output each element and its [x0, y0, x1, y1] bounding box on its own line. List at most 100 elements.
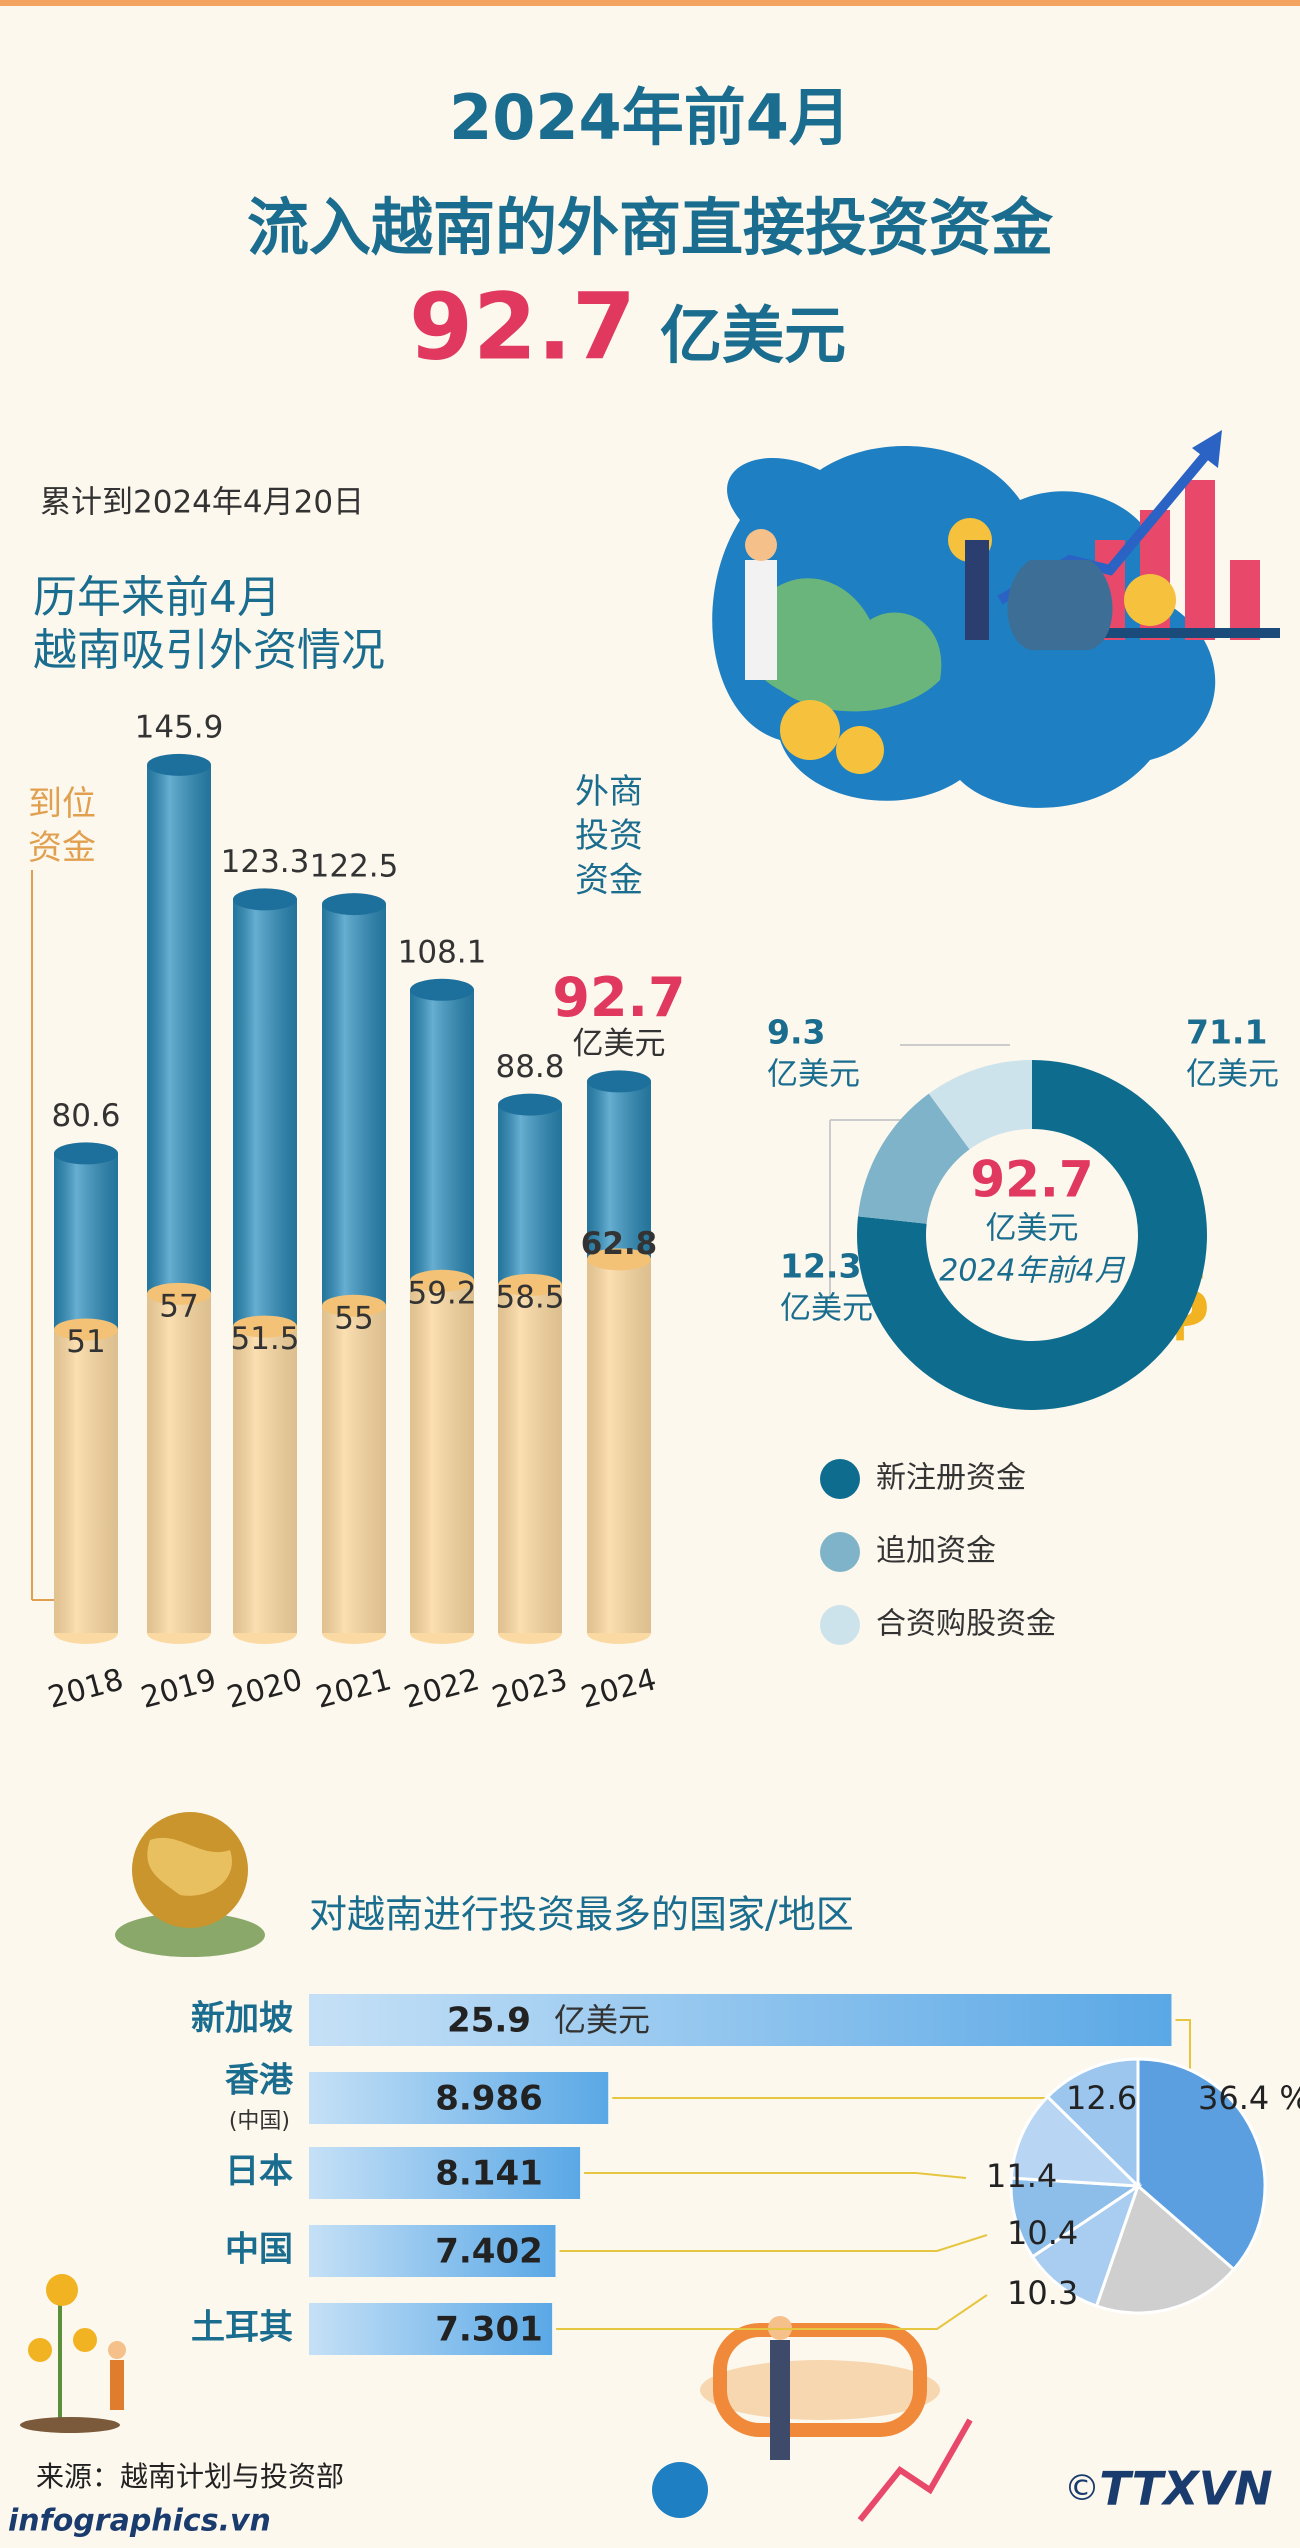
pie-slice [1009, 2176, 1143, 2259]
decoration [836, 726, 884, 774]
x-tick-label: 2022 [400, 1662, 483, 1716]
decoration [745, 529, 777, 561]
decoration [700, 2360, 940, 2420]
decoration [28, 2338, 52, 2362]
bar-shine [309, 2303, 553, 2355]
x-tick-label: 2023 [488, 1662, 571, 1716]
x-tick-label: 2024 [577, 1662, 660, 1716]
plant-illustration [20, 2274, 126, 2433]
donut-slice [857, 1093, 970, 1224]
illustration [712, 430, 1280, 808]
legend-label: 新注册资金 [876, 1461, 1026, 1496]
leader-line [559, 2234, 988, 2252]
leader-line [556, 2294, 988, 2330]
chart-title: 对越南进行投资最多的国家/地区 [309, 1893, 854, 1937]
cylinder-top [498, 1093, 562, 1116]
legend-label: 合资购股资金 [876, 1607, 1056, 1642]
value-label: 123.3 [221, 844, 310, 880]
decoration [857, 2418, 973, 2522]
source: 来源：越南计划与投资部 [36, 2460, 344, 2493]
top-border [0, 0, 1300, 6]
value-label: 108.1 [398, 934, 487, 970]
cylinder-top [233, 1315, 297, 1338]
legend-label: 外商投资资金 [575, 772, 643, 900]
value-label: 92.7 [552, 966, 685, 1029]
category-note: (中国) [229, 2109, 290, 2134]
value-label: 36.4 % [1198, 2079, 1300, 2117]
value-label: 145.9 [135, 709, 224, 745]
cylinder-top [54, 1318, 118, 1341]
donut-slice [928, 1060, 1032, 1150]
unit-label: 亿美元 [573, 1026, 666, 1062]
decoration: 资金 [28, 828, 96, 868]
value-label: 80.6 [51, 1098, 120, 1134]
bar-shine [54, 1329, 118, 1633]
bar-shine [410, 1280, 474, 1633]
bar-shine [147, 1293, 211, 1633]
value-label: 51 [66, 1324, 105, 1360]
value-label: 55 [334, 1300, 373, 1336]
donut-slice [857, 1060, 1207, 1410]
bar-shine [309, 1994, 1172, 2046]
value-label: 12.6 [1066, 2079, 1137, 2117]
unit-label: 亿美元 [767, 1057, 860, 1093]
cylinder-top [147, 753, 211, 776]
value-label: 59.2 [407, 1275, 476, 1311]
x-tick-label: 2018 [44, 1662, 127, 1716]
value-label: 8.986 [435, 2079, 543, 2119]
leader-line [1175, 2019, 1191, 2080]
title-line: 流入越南的外商直接投资资金 [247, 191, 1054, 264]
decoration [746, 578, 942, 712]
cylinder-top [322, 893, 386, 916]
leader-line [584, 2172, 967, 2179]
pie-slice [1094, 2183, 1236, 2315]
bar-shine [309, 2225, 556, 2277]
logo: TTXVN [1099, 2462, 1272, 2516]
category-label: 日本 [225, 2152, 293, 2192]
decoration: 外商 [575, 772, 643, 812]
bar-shine [309, 2072, 609, 2124]
chart-title: 历年来前4月 [33, 572, 281, 623]
decoration: 资金 [575, 860, 643, 900]
site: infographics.vn [8, 2504, 271, 2539]
analytics-illustration [652, 2316, 973, 2522]
bar-shine [233, 1326, 297, 1633]
decoration [1124, 574, 1176, 626]
value-label: 11.4 [986, 2157, 1057, 2195]
decoration [46, 2274, 78, 2306]
chart-title: 越南吸引外资情况 [33, 625, 385, 676]
decoration: 投资 [575, 816, 643, 856]
date-note: 累计到2024年4月20日 [40, 485, 364, 521]
center-label: 2024年前4月 [939, 1254, 1125, 1289]
decoration [745, 560, 777, 680]
decoration [652, 2462, 708, 2518]
title-amount: 92.7 [409, 273, 636, 380]
decoration [1007, 560, 1113, 650]
title-unit: 亿美元 [660, 299, 846, 372]
x-tick-label: 2020 [223, 1662, 306, 1716]
decoration [965, 540, 989, 640]
legend-swatch [820, 1605, 860, 1645]
bar-shine [587, 1259, 651, 1633]
cylinder-top [587, 1070, 651, 1093]
decoration [1080, 628, 1280, 638]
value-label: 25.9 [447, 2001, 531, 2041]
value-label: 62.8 [581, 1226, 658, 1262]
globe-illustration [115, 1812, 265, 1957]
decoration [1230, 560, 1260, 640]
value-label: 8.141 [435, 2154, 543, 2194]
decoration [20, 2417, 120, 2433]
value-label: 7.402 [435, 2232, 543, 2272]
bar-shine [498, 1284, 562, 1633]
decoration [712, 446, 1216, 808]
decoration [1192, 430, 1222, 468]
unit-label: 亿美元 [780, 1291, 873, 1327]
decoration [108, 2341, 126, 2359]
value-label: 57 [159, 1288, 198, 1324]
pie-slice [1030, 2182, 1141, 2308]
cylinder-top [147, 1282, 211, 1305]
pie-slice [1009, 2094, 1142, 2188]
category-label: 香港 [225, 2061, 294, 2101]
